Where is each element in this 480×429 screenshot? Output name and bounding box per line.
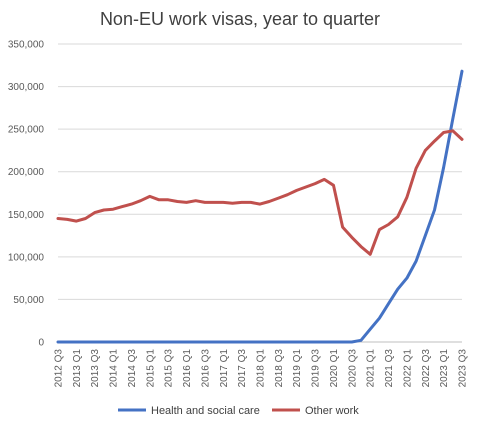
x-axis: 2012 Q3 2013 Q1 2013 Q3 2014 Q1 2014 Q3 2015 … — [54, 349, 469, 388]
x-tick-label: 2014 Q3 — [127, 349, 138, 388]
x-tick-label: 2013 Q3 — [90, 349, 101, 388]
x-tick-label: 2014 Q1 — [109, 349, 120, 388]
y-tick-label: 150,000 — [8, 210, 45, 221]
x-tick-label: 2017 Q1 — [219, 349, 230, 388]
x-tick-label: 2016 Q1 — [182, 349, 193, 388]
y-axis: 0 50,000 100,000 150,000 200,000 250,000 300,0… — [8, 40, 45, 349]
gridlines — [58, 43, 462, 343]
series-line-other-work — [56, 129, 464, 256]
x-tick-label: 2013 Q1 — [72, 349, 83, 388]
x-tick-label: 2020 Q1 — [329, 349, 340, 388]
x-tick-label: 2018 Q1 — [256, 349, 267, 388]
series-line-health-social-care — [56, 69, 464, 344]
x-tick-label: 2015 Q3 — [164, 349, 175, 388]
x-tick-label: 2021 Q1 — [366, 349, 377, 388]
chart-title: Non-EU work visas, year to quarter — [100, 9, 380, 29]
x-tick-label: 2022 Q1 — [402, 349, 413, 388]
x-tick-label: 2017 Q3 — [237, 349, 248, 388]
x-tick-label: 2016 Q3 — [200, 349, 211, 388]
y-tick-label: 200,000 — [8, 167, 45, 178]
y-tick-label: 250,000 — [8, 125, 45, 136]
y-tick-label: 50,000 — [13, 295, 44, 306]
x-tick-label: 2023 Q3 — [458, 349, 469, 388]
legend-label: Other work — [305, 405, 359, 417]
y-tick-label: 300,000 — [8, 82, 45, 93]
y-tick-label: 0 — [38, 338, 44, 349]
series-lines — [56, 69, 464, 344]
x-tick-label: 2020 Q3 — [347, 349, 358, 388]
x-tick-label: 2012 Q3 — [54, 349, 65, 388]
x-tick-label: 2019 Q3 — [311, 349, 322, 388]
x-tick-label: 2018 Q3 — [274, 349, 285, 388]
x-tick-label: 2015 Q1 — [145, 349, 156, 388]
legend-label: Health and social care — [151, 405, 260, 417]
x-tick-label: 2021 Q3 — [384, 349, 395, 388]
x-tick-label: 2022 Q3 — [421, 349, 432, 388]
y-tick-label: 350,000 — [8, 40, 45, 51]
legend: Health and social care Other work — [118, 405, 359, 417]
x-tick-label: 2019 Q1 — [292, 349, 303, 388]
x-tick-label: 2023 Q1 — [439, 349, 450, 388]
y-tick-label: 100,000 — [8, 252, 45, 263]
